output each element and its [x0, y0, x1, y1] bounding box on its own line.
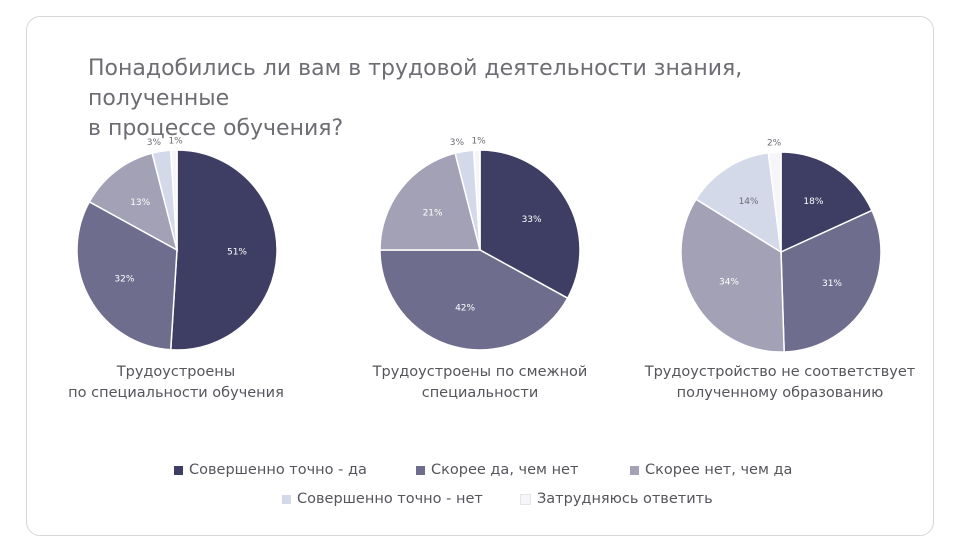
- legend-item-5: Затрудняюсь ответить: [520, 491, 713, 507]
- pie-3-label-5: 2%: [767, 139, 782, 149]
- pie-1-label-1: 51%: [227, 247, 247, 257]
- pie-3-label-2: 31%: [822, 279, 842, 289]
- pie-3-slice-2: [780, 209, 882, 353]
- chart-title-line-1: Понадобились ли вам в трудовой деятельно…: [88, 56, 743, 111]
- pie-1-slice-1: [169, 149, 278, 351]
- legend-item-4: Совершенно точно - нет: [282, 491, 483, 507]
- pie-2-slice-1: [479, 149, 581, 300]
- pie-2-slice-3: [379, 152, 481, 251]
- pie-1: 51% 32% 13% 3% 1%: [76, 137, 278, 351]
- pie-1-label-5: 1%: [168, 137, 183, 147]
- pie-2-slice-5: [472, 149, 481, 251]
- pie-2-caption-line-1: Трудоустроены по смежной: [372, 364, 588, 380]
- pie-1-caption-line-1: Трудоустроены: [116, 364, 236, 380]
- legend-swatch-2: [416, 465, 425, 475]
- pie-3-slice-4: [694, 151, 782, 254]
- pie-2-label-2: 42%: [455, 304, 475, 314]
- pie-1-slice-2: [76, 200, 178, 351]
- pie-3-slice-3: [680, 198, 785, 353]
- pie-3-slice-5: [767, 151, 782, 253]
- pie-1-label-2: 32%: [114, 274, 134, 284]
- legend-swatch-1: [174, 465, 183, 475]
- legend-swatch-3: [630, 465, 639, 475]
- pie-3-label-4: 14%: [739, 197, 759, 207]
- legend-label-2: Скорее да, чем нет: [431, 462, 579, 478]
- legend-item-2: Скорее да, чем нет: [416, 462, 578, 478]
- pie-3-slice-1: [780, 151, 873, 254]
- legend-label-1: Совершенно точно - да: [189, 462, 367, 478]
- chart-title: Понадобились ли вам в трудовой деятельно…: [88, 54, 888, 144]
- pie-2-label-5: 1%: [471, 137, 486, 147]
- legend-item-1: Совершенно точно - да: [174, 462, 367, 478]
- pie-2: 33% 42% 21% 3% 1%: [379, 137, 581, 351]
- legend-item-3: Скорее нет, чем да: [630, 462, 792, 478]
- pie-1-label-4: 3%: [147, 138, 162, 148]
- legend-label-5: Затрудняюсь ответить: [537, 491, 713, 507]
- legend-label-3: Скорее нет, чем да: [645, 462, 793, 478]
- legend-swatch-4: [282, 494, 291, 504]
- pie-1-slice-3: [88, 152, 179, 252]
- pie-1-slice-5: [169, 149, 178, 251]
- pie-2-slice-2: [379, 249, 569, 351]
- pie-1-caption-line-2: по специальности обучения: [68, 385, 284, 401]
- pie-2-label-4: 3%: [450, 138, 465, 148]
- legend-label-4: Совершенно точно - нет: [297, 491, 483, 507]
- pie-3-caption: Трудоустройство не соответствует получен…: [640, 362, 920, 404]
- pie-1-caption: Трудоустроены по специальности обучения: [46, 362, 306, 404]
- pie-2-label-3: 21%: [423, 209, 443, 219]
- chart-title-line-2: в процессе обучения?: [88, 116, 344, 141]
- pie-3-label-3: 34%: [719, 278, 739, 288]
- pie-3: 18% 31% 34% 14% 2%: [680, 139, 882, 353]
- pie-3-caption-line-1: Трудоустройство не соответствует: [644, 364, 916, 380]
- pie-2-caption-line-2: специальности: [421, 385, 539, 401]
- pie-3-caption-line-2: полученному образованию: [676, 385, 884, 401]
- legend-swatch-5: [520, 493, 531, 505]
- pie-3-label-1: 18%: [803, 197, 823, 207]
- pie-2-label-1: 33%: [522, 215, 542, 225]
- pie-2-caption: Трудоустроены по смежной специальности: [350, 362, 610, 404]
- pie-1-label-3: 13%: [130, 198, 150, 208]
